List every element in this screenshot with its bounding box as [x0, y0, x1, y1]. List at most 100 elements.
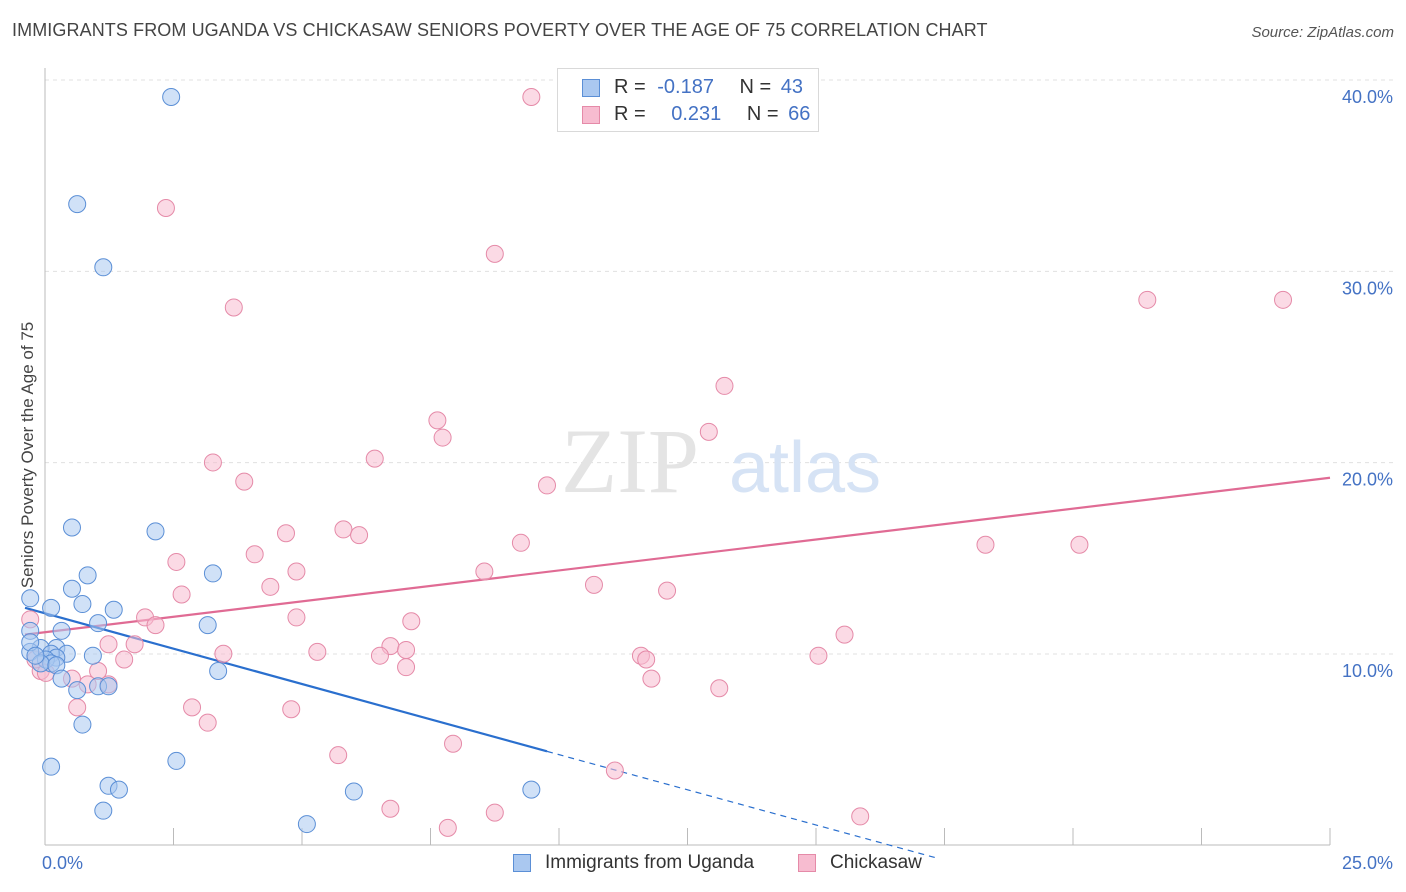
uganda-point	[89, 614, 108, 633]
y-tick-label: 10.0%	[1342, 661, 1393, 681]
uganda-point	[52, 669, 71, 688]
legend-r-value: 0.231	[671, 103, 722, 125]
chickasaw-point	[1138, 290, 1157, 309]
uganda-point	[52, 621, 71, 640]
y-tick-label: 40.0%	[1342, 87, 1393, 107]
chickasaw-point	[125, 635, 144, 654]
uganda-point	[344, 782, 363, 801]
chickasaw-point	[1070, 535, 1089, 554]
chickasaw-point	[214, 644, 233, 663]
legend-n-label: N =	[739, 76, 772, 98]
chickasaw-point	[245, 545, 264, 564]
chickasaw-point	[203, 453, 222, 472]
chickasaw-point	[397, 658, 416, 677]
trend-line-uganda	[24, 606, 548, 753]
chickasaw-point	[485, 244, 504, 263]
chickasaw-point	[976, 535, 995, 554]
chickasaw-point	[350, 526, 369, 545]
chart-title: IMMIGRANTS FROM UGANDA VS CHICKASAW SENI…	[12, 20, 988, 40]
legend-r-label: R =	[614, 76, 646, 98]
uganda-point	[68, 681, 87, 700]
chickasaw-point	[156, 198, 175, 217]
chickasaw-point	[99, 635, 118, 654]
trend-line-uganda-extension	[546, 750, 939, 860]
legend-n-label: N =	[746, 103, 779, 125]
uganda-point	[21, 589, 40, 608]
chickasaw-point	[444, 734, 463, 753]
bottom-legend-label-chickasaw: Chickasaw	[830, 852, 922, 873]
chickasaw-point	[308, 642, 327, 661]
bottom-legend-swatch-chickasaw	[798, 854, 816, 872]
chickasaw-point	[224, 298, 243, 317]
y-axis-label: Seniors Poverty Over the Age of 75	[18, 322, 37, 588]
uganda-point	[522, 780, 541, 799]
uganda-point	[83, 646, 102, 665]
watermark: ZIP atlas	[561, 410, 881, 512]
chickasaw-point	[146, 616, 165, 635]
uganda-point	[198, 616, 217, 635]
chickasaw-point	[167, 552, 186, 571]
uganda-point	[68, 195, 87, 214]
uganda-point	[78, 566, 97, 585]
uganda-point	[94, 258, 113, 277]
uganda-point	[62, 579, 81, 598]
uganda-point	[62, 518, 81, 537]
chickasaw-point	[370, 646, 389, 665]
chickasaw-point	[637, 650, 656, 669]
chickasaw-point	[381, 799, 400, 818]
legend-swatch-chickasaw	[582, 106, 600, 124]
trend-line-chickasaw	[24, 476, 1331, 636]
chickasaw-point	[277, 524, 295, 543]
legend-n-value: 66	[788, 103, 811, 125]
chickasaw-point	[68, 698, 87, 717]
legend-n-value: 43	[780, 76, 804, 98]
chickasaw-point	[584, 575, 603, 594]
tick-labels: 10.0% 20.0% 30.0% 40.0% 0.0% 25.0%	[42, 87, 1393, 873]
chickasaw-point	[851, 807, 870, 826]
chickasaw-point	[699, 422, 718, 441]
chickasaw-point	[282, 700, 301, 719]
chickasaw-point	[428, 411, 447, 430]
grid-lines	[45, 79, 1395, 655]
series-uganda-points	[21, 88, 541, 834]
uganda-point	[73, 715, 92, 734]
chickasaw-point	[475, 562, 494, 581]
uganda-point	[209, 662, 228, 680]
uganda-point	[42, 757, 61, 776]
y-tick-label: 30.0%	[1342, 278, 1393, 298]
chickasaw-point	[642, 669, 661, 688]
legend-swatch-uganda	[582, 79, 600, 97]
uganda-point	[73, 595, 92, 614]
chickasaw-point	[1274, 290, 1293, 309]
source-label: Source: ZipAtlas.com	[1251, 24, 1394, 41]
chickasaw-point	[658, 581, 677, 600]
chickasaw-point	[287, 608, 306, 627]
watermark-zip: ZIP	[561, 410, 699, 512]
chickasaw-point	[287, 562, 306, 581]
uganda-point	[26, 646, 45, 665]
chickasaw-point	[235, 472, 254, 491]
uganda-point	[162, 88, 181, 106]
watermark-atlas: atlas	[729, 428, 881, 508]
legend-r-value: -0.187	[657, 76, 714, 98]
y-tick-label: 20.0%	[1342, 470, 1393, 490]
axes	[44, 68, 1331, 846]
chickasaw-point	[809, 646, 828, 665]
chickasaw-point	[397, 640, 416, 659]
chickasaw-point	[329, 746, 348, 765]
uganda-point	[94, 801, 113, 820]
chickasaw-point	[485, 803, 504, 822]
correlation-legend: R = -0.187 N = 43 R = 0.231 N = 66	[557, 68, 819, 132]
bottom-legend-label-uganda: Immigrants from Uganda	[545, 852, 755, 873]
uganda-point	[109, 780, 128, 799]
chickasaw-point	[835, 625, 854, 644]
chickasaw-point	[538, 476, 556, 495]
chickasaw-point	[115, 650, 134, 669]
chickasaw-point	[511, 533, 530, 552]
uganda-point	[99, 677, 118, 696]
chickasaw-point	[172, 585, 191, 604]
chickasaw-point	[438, 818, 457, 837]
legend-row-uganda: R = -0.187 N = 43	[582, 76, 804, 99]
uganda-point	[203, 564, 222, 583]
